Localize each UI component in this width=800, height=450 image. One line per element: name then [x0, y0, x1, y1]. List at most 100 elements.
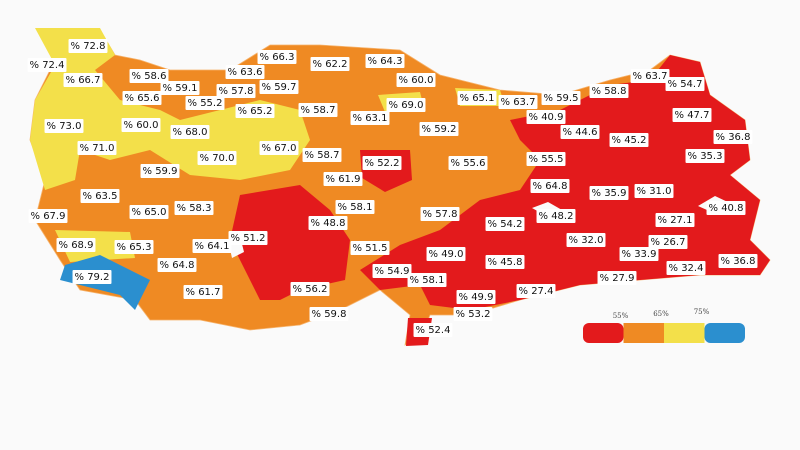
label-box	[77, 141, 117, 155]
province-value: % 64.3	[368, 56, 403, 67]
legend-swatch	[583, 323, 624, 343]
label-box	[541, 91, 581, 105]
label-box	[630, 69, 670, 83]
province-value: % 65.2	[238, 106, 273, 117]
label-box	[160, 81, 200, 95]
label-box	[589, 186, 629, 200]
province-value: % 61.7	[186, 287, 221, 298]
province-label: % 59.2	[419, 122, 459, 136]
province-value: % 32.0	[569, 235, 604, 246]
province-label: % 32.0	[566, 233, 606, 247]
province-value: % 54.2	[488, 219, 523, 230]
province-value: % 57.8	[423, 209, 458, 220]
province-value: % 64.8	[533, 181, 568, 192]
province-value: % 67.9	[31, 211, 66, 222]
label-box	[185, 96, 225, 110]
province-label: % 71.0	[77, 141, 117, 155]
province-label: % 64.1	[192, 239, 232, 253]
label-box	[290, 282, 330, 296]
label-box	[63, 73, 103, 87]
province-label: % 65.2	[235, 104, 275, 118]
label-box	[536, 209, 576, 223]
province-value: % 66.3	[260, 52, 295, 63]
province-value: % 35.3	[688, 151, 723, 162]
province-value: % 58.8	[592, 86, 627, 97]
province-value: % 64.1	[195, 241, 230, 252]
province-value: % 55.2	[188, 98, 223, 109]
label-box	[420, 207, 460, 221]
legend-swatch	[704, 323, 745, 343]
label-box	[396, 73, 436, 87]
province-label: % 27.4	[516, 284, 556, 298]
province-value: % 52.2	[365, 158, 400, 169]
label-box	[170, 125, 210, 139]
label-box	[665, 77, 705, 91]
province-label: % 47.7	[672, 108, 712, 122]
province-value: % 58.7	[301, 105, 336, 116]
province-label: % 26.7	[648, 235, 688, 249]
label-box	[566, 233, 606, 247]
label-box	[129, 205, 169, 219]
province-value: % 65.3	[117, 242, 152, 253]
province-label: % 45.8	[485, 255, 525, 269]
province-label: % 64.3	[365, 54, 405, 68]
province-value: % 31.0	[637, 186, 672, 197]
label-box	[68, 39, 108, 53]
province-label: % 60.0	[121, 118, 161, 132]
province-value: % 59.9	[143, 166, 178, 177]
province-label: % 53.2	[453, 307, 493, 321]
province-label: % 62.2	[310, 57, 350, 71]
province-label: % 40.9	[526, 110, 566, 124]
label-box	[526, 152, 566, 166]
label-box	[298, 103, 338, 117]
province-value: % 49.9	[459, 292, 494, 303]
label-box	[706, 201, 746, 215]
province-value: % 60.0	[399, 75, 434, 86]
label-box	[350, 111, 390, 125]
province-label: % 51.2	[228, 231, 268, 245]
province-label: % 69.0	[386, 98, 426, 112]
province-label: % 36.8	[713, 130, 753, 144]
province-label: % 59.9	[140, 164, 180, 178]
province-label: % 58.3	[174, 201, 214, 215]
label-box	[589, 84, 629, 98]
legend-label: 55%	[613, 312, 629, 320]
province-value: % 58.6	[132, 71, 167, 82]
province-value: % 47.7	[675, 110, 710, 121]
label-box	[121, 118, 161, 132]
label-box	[485, 217, 525, 231]
province-value: % 32.4	[669, 263, 704, 274]
province-label: % 49.9	[456, 290, 496, 304]
label-box	[560, 125, 600, 139]
province-value: % 63.7	[501, 97, 536, 108]
province-label: % 58.7	[302, 148, 342, 162]
province-value: % 70.0	[200, 153, 235, 164]
label-box	[174, 201, 214, 215]
province-label: % 66.3	[257, 50, 297, 64]
province-value: % 58.3	[177, 203, 212, 214]
province-value: % 63.6	[228, 67, 263, 78]
label-box	[114, 240, 154, 254]
province-value: % 69.0	[389, 100, 424, 111]
province-value: % 44.6	[563, 127, 598, 138]
province-value: % 63.7	[633, 71, 668, 82]
label-box	[407, 273, 447, 287]
legend-label: 75%	[694, 308, 710, 316]
label-box	[192, 239, 232, 253]
province-value: % 51.2	[231, 233, 266, 244]
label-box	[257, 50, 297, 64]
label-box	[672, 108, 712, 122]
province-label: % 36.8	[718, 254, 758, 268]
province-label: % 63.1	[350, 111, 390, 125]
label-box	[655, 213, 695, 227]
province-label: % 58.1	[335, 200, 375, 214]
province-label: % 64.8	[157, 258, 197, 272]
province-value: % 57.8	[219, 86, 254, 97]
province-label: % 66.7	[63, 73, 103, 87]
label-box	[453, 307, 493, 321]
label-box	[609, 133, 649, 147]
label-box	[183, 285, 223, 299]
province-label: % 51.5	[350, 241, 390, 255]
